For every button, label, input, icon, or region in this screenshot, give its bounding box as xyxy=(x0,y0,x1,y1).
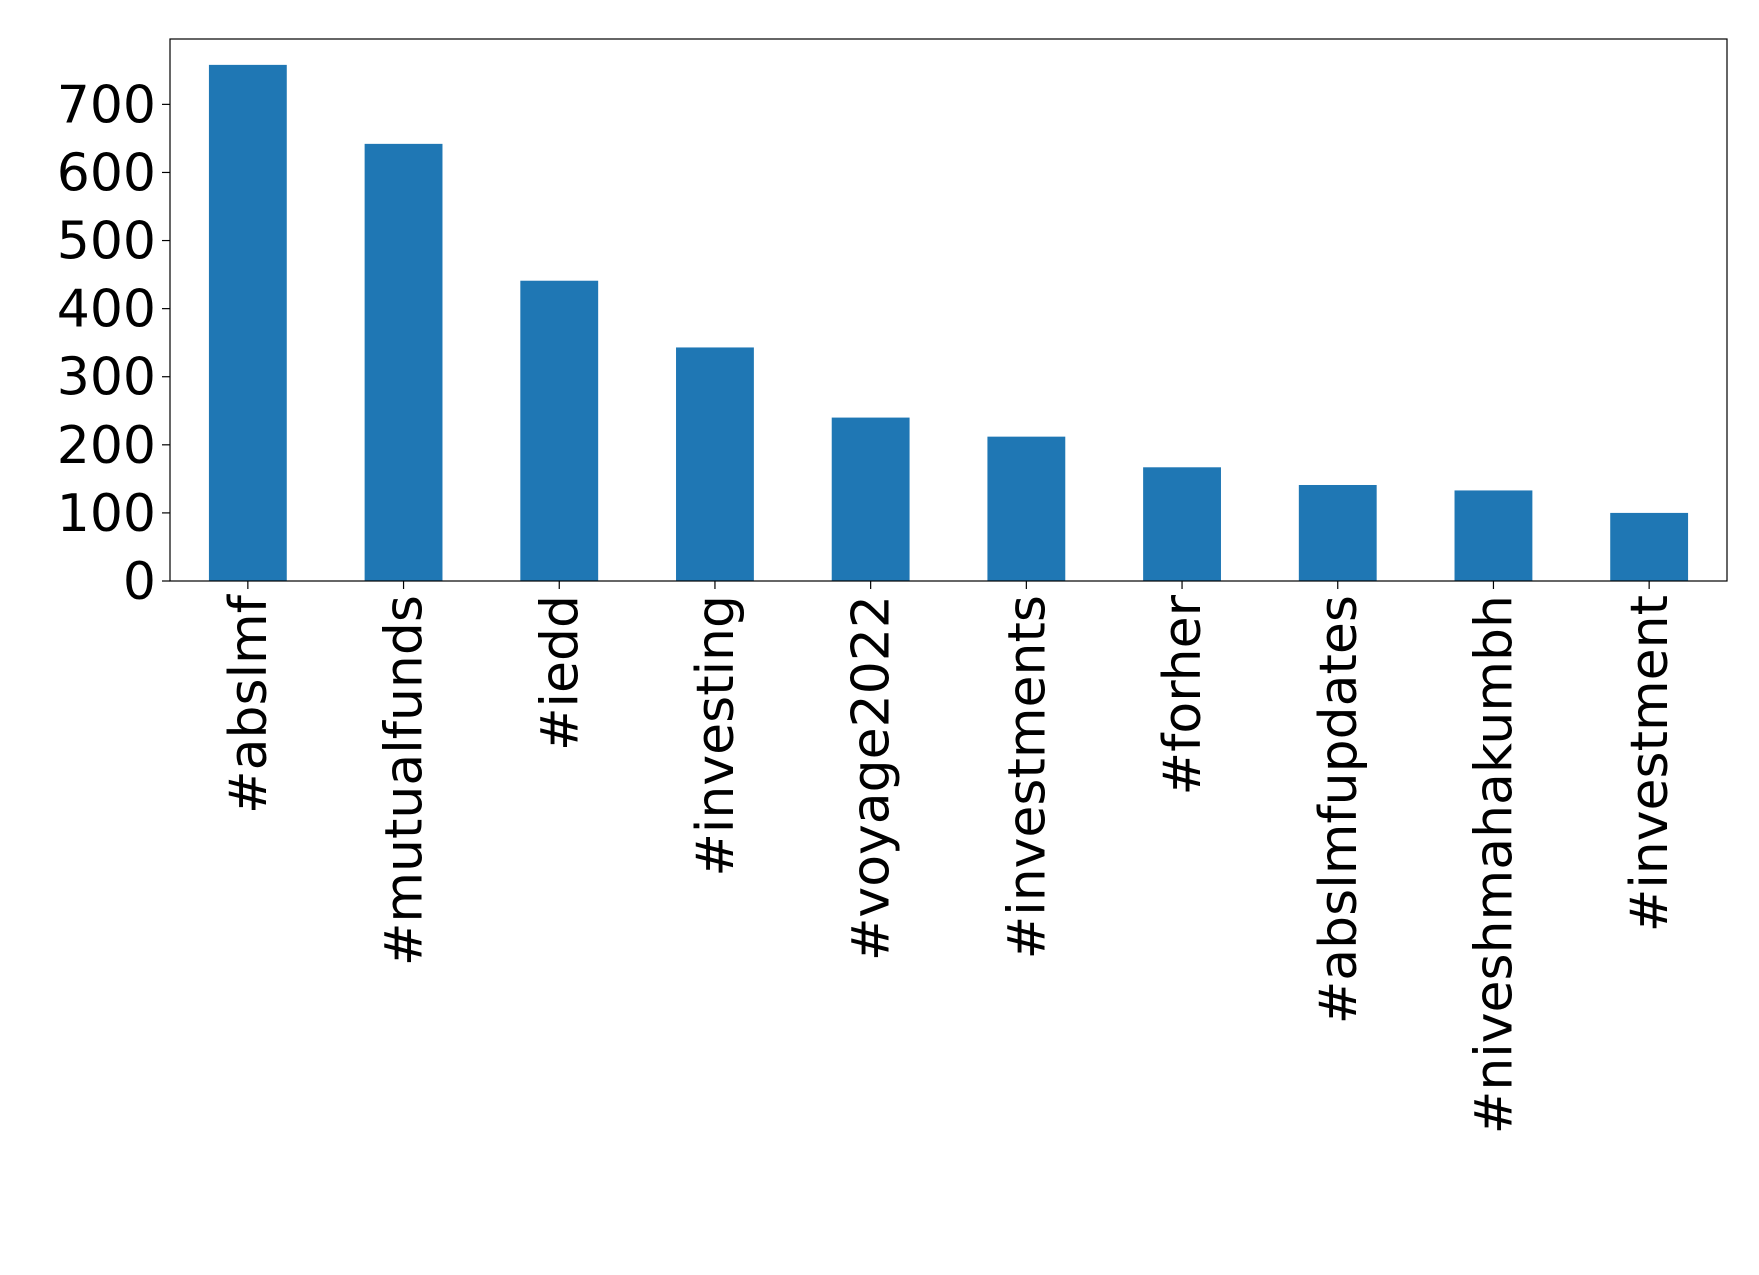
y-tick-label: 600 xyxy=(57,143,156,203)
y-tick-label: 500 xyxy=(57,212,156,272)
bar xyxy=(1610,512,1689,581)
x-tick-label: #abslmf xyxy=(219,593,279,814)
plot-frame xyxy=(169,38,1728,582)
bar xyxy=(208,64,287,581)
y-tick-label: 100 xyxy=(57,484,156,544)
bar xyxy=(364,143,443,581)
y-tick-label: 300 xyxy=(57,348,156,408)
bar xyxy=(831,417,910,581)
x-tick-label: #mutualfunds xyxy=(375,595,435,966)
x-tick-label: #investing xyxy=(686,595,746,877)
x-tick-label: #investments xyxy=(997,595,1057,959)
y-tick-label: 200 xyxy=(57,416,156,476)
bar xyxy=(1454,490,1533,581)
x-tick-label: #forher xyxy=(1153,594,1213,795)
x-tick-label: #niveshmahakumbh xyxy=(1464,595,1524,1134)
x-tick-label: #abslmfupdates xyxy=(1309,595,1369,1024)
y-tick-label: 700 xyxy=(57,75,156,135)
x-tick-label: #voyage2022 xyxy=(842,595,902,961)
x-tick-label: #investment xyxy=(1620,595,1680,932)
bar xyxy=(987,436,1066,581)
y-tick-label: 0 xyxy=(123,552,156,612)
bar xyxy=(676,347,754,581)
bar xyxy=(1143,467,1221,581)
bar xyxy=(520,280,599,581)
y-tick-label: 400 xyxy=(57,280,156,340)
x-tick-label: #iedd xyxy=(530,595,590,751)
bar xyxy=(1298,484,1377,581)
